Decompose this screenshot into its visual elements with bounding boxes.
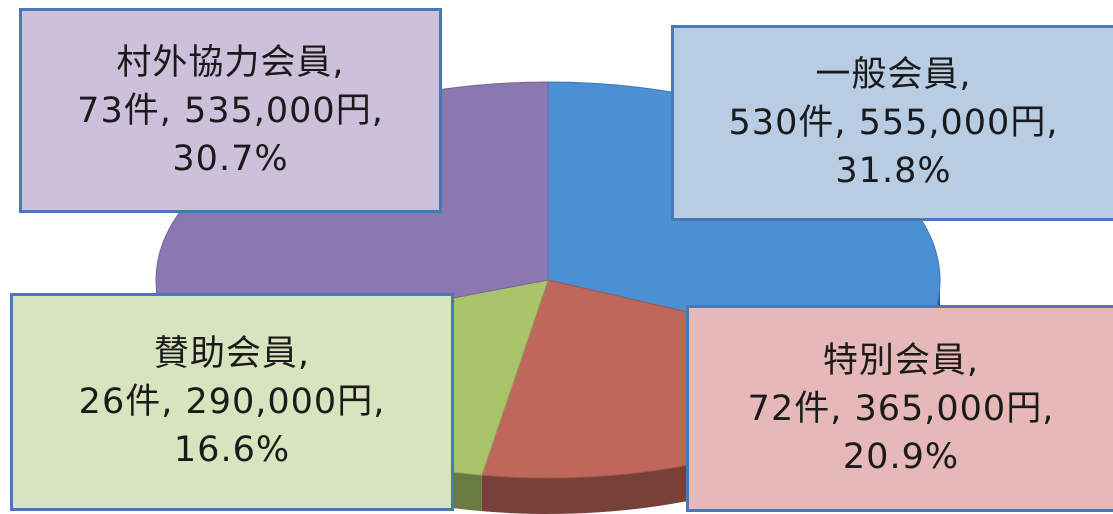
data-label-slice-1: 特別会員, 72件, 365,000円, 20.9% [686,305,1113,512]
slice-1-name: 特別会員, [822,340,980,381]
data-label-slice-3: 村外協力会員, 73件, 535,000円, 30.7% [19,8,442,213]
slice-2-name: 賛助会員, [153,334,311,374]
slice-3-name: 村外協力会員, [116,42,345,83]
slice-1-percent: 20.9% [842,436,960,477]
data-label-slice-2: 賛助会員, 26件, 290,000円, 16.6% [10,293,454,511]
slice-2-percent: 16.6% [173,430,291,470]
slice-1-count-amount: 72件, 365,000円, [747,388,1055,429]
slice-0-name: 一般会員, [815,55,972,95]
slice-2-count-amount: 26件, 290,000円, [78,382,386,422]
slice-0-percent: 31.8% [835,151,952,191]
slice-3-percent: 30.7% [172,138,289,179]
slice-3-count-amount: 73件, 535,000円, [77,90,384,131]
slice-0-count-amount: 530件, 555,000円, [728,103,1059,143]
data-label-slice-0: 一般会員, 530件, 555,000円, 31.8% [671,25,1113,221]
